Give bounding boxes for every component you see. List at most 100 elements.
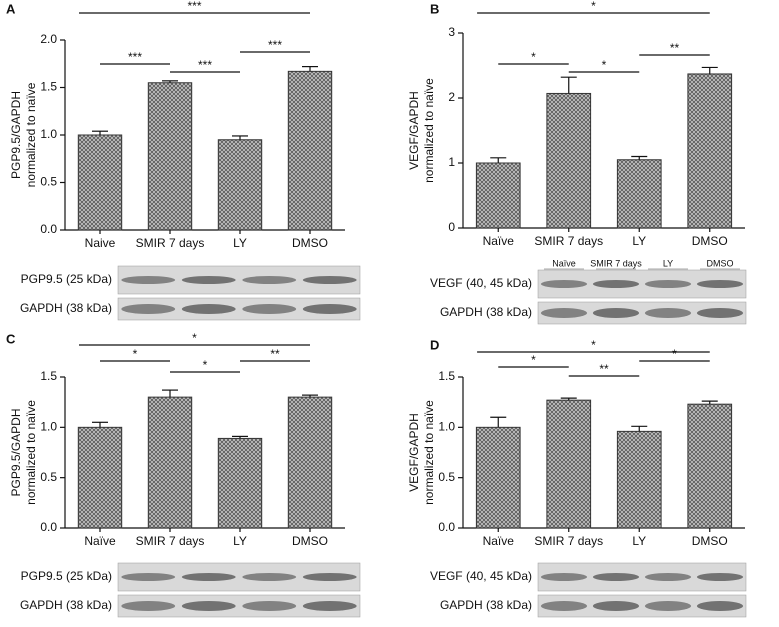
significance-label: *: [531, 50, 536, 64]
y-tick-label: 0.0: [40, 520, 57, 534]
bar: [475, 162, 521, 229]
significance-label: *: [203, 358, 208, 372]
blot-band: [302, 573, 357, 581]
significance-label: *: [192, 331, 197, 345]
lane-label: LY: [663, 258, 673, 268]
blot-band: [592, 308, 640, 318]
bar: [546, 399, 592, 529]
blot-label: PGP9.5 (25 kDa): [21, 569, 112, 583]
blot-band: [696, 280, 744, 288]
lane-label: Naïve: [552, 258, 576, 268]
blot-band: [242, 276, 297, 284]
blot-label: PGP9.5 (25 kDa): [21, 272, 112, 286]
blot-band: [181, 276, 236, 284]
panel-label: A: [6, 1, 16, 16]
blot-band: [696, 573, 744, 581]
blot-band: [121, 304, 176, 314]
y-axis-label: normalized to naïve: [24, 400, 38, 505]
panel-label: C: [6, 331, 16, 346]
y-tick-label: 1.5: [40, 80, 57, 94]
blot-band: [302, 304, 357, 314]
blot-band: [242, 304, 297, 314]
significance-label: ***: [187, 0, 201, 13]
significance-label: ***: [198, 58, 212, 72]
bar: [687, 403, 733, 529]
significance-label: *: [602, 58, 607, 72]
blot-strip: [117, 594, 361, 618]
significance-label: ***: [268, 38, 282, 52]
blot-band: [121, 573, 176, 581]
blot-band: [644, 573, 692, 581]
significance-label: **: [599, 362, 609, 376]
x-tick-label: SMIR 7 days: [136, 534, 205, 548]
blot-strip: [537, 301, 747, 325]
y-axis-label: VEGF/GAPDH: [407, 413, 421, 492]
x-tick-label: DMSO: [292, 534, 328, 548]
blot-band: [696, 308, 744, 318]
blot-band: [540, 280, 588, 288]
y-tick-label: 1.5: [40, 369, 57, 383]
significance-label: **: [270, 347, 280, 361]
y-tick-label: 2.0: [40, 32, 57, 46]
blot-label: GAPDH (38 kDa): [20, 301, 112, 315]
x-tick-label: Naïve: [483, 234, 515, 248]
bar: [475, 426, 521, 529]
y-tick-label: 3: [448, 25, 455, 39]
blot-band: [302, 276, 357, 284]
bar: [217, 437, 263, 529]
y-tick-label: 1.0: [438, 420, 455, 434]
x-tick-label: LY: [233, 534, 247, 548]
x-tick-label: SMIR 7 days: [534, 534, 603, 548]
blot-label: GAPDH (38 kDa): [440, 598, 532, 612]
blot-band: [644, 280, 692, 288]
bar: [687, 73, 733, 229]
blot-band: [540, 308, 588, 318]
bar: [147, 82, 193, 231]
x-tick-label: DMSO: [692, 534, 728, 548]
panel-label: B: [430, 1, 439, 16]
blot-label: GAPDH (38 kDa): [20, 598, 112, 612]
bar: [287, 70, 333, 231]
significance-label: ***: [128, 50, 142, 64]
blot-band: [592, 573, 640, 581]
blot-band: [696, 601, 744, 611]
significance-label: **: [670, 41, 680, 55]
x-tick-label: DMSO: [692, 234, 728, 248]
significance-label: *: [133, 347, 138, 361]
y-tick-label: 0.0: [438, 520, 455, 534]
y-axis-label: PGP9.5/GAPDH: [9, 408, 23, 496]
blot-band: [242, 601, 297, 611]
bar: [77, 134, 123, 231]
blot-band: [540, 573, 588, 581]
y-tick-label: 1: [448, 155, 455, 169]
bar: [77, 426, 123, 529]
x-tick-label: Naïve: [84, 534, 116, 548]
significance-label: *: [591, 338, 596, 352]
blot-band: [242, 573, 297, 581]
blot-band: [121, 276, 176, 284]
x-tick-label: LY: [233, 236, 247, 250]
bar: [616, 430, 662, 529]
blot-band: [644, 308, 692, 318]
y-tick-label: 1.0: [40, 420, 57, 434]
x-tick-label: SMIR 7 days: [136, 236, 205, 250]
panel-label: D: [430, 337, 439, 352]
blot-strip: [117, 297, 361, 321]
x-tick-label: Naive: [85, 236, 116, 250]
blot-band: [302, 601, 357, 611]
y-tick-label: 2: [448, 90, 455, 104]
y-tick-label: 1.5: [438, 369, 455, 383]
blot-band: [540, 601, 588, 611]
blot-band: [121, 601, 176, 611]
y-tick-label: 0.5: [40, 470, 57, 484]
bar: [546, 92, 592, 229]
x-tick-label: Naïve: [483, 534, 515, 548]
y-axis-label: normalized to naïve: [422, 400, 436, 505]
blot-band: [181, 304, 236, 314]
y-axis-label: normalized to naïve: [422, 78, 436, 183]
y-axis-label: VEGF/GAPDH: [407, 91, 421, 170]
x-tick-label: DMSO: [292, 236, 328, 250]
bar: [616, 159, 662, 229]
blot-band: [181, 601, 236, 611]
